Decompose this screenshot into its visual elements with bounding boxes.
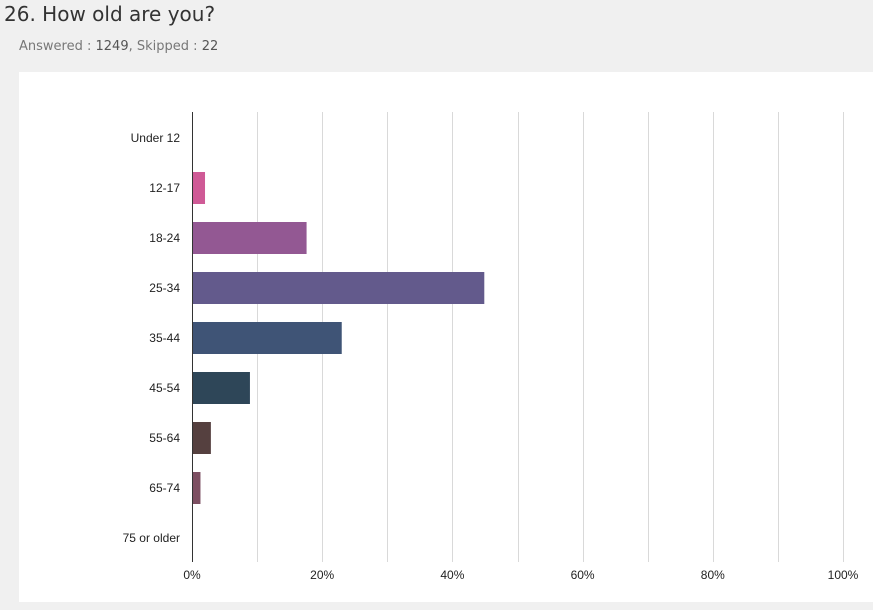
response-stats: Answered : 1249, Skipped : 22 (19, 39, 218, 54)
bar-8 (192, 472, 201, 504)
category-label: Under 12 (131, 131, 181, 145)
skipped-label: Skipped : (136, 39, 198, 54)
bar-6 (192, 372, 250, 404)
bar-7 (192, 422, 211, 454)
category-label: 35-44 (149, 331, 180, 345)
stats-separator: , (128, 39, 133, 54)
question-title: 26. How old are you? (4, 2, 216, 26)
bar-4 (192, 272, 485, 304)
bar-3 (192, 222, 307, 254)
x-tick-label: 20% (310, 568, 334, 582)
category-label: 65-74 (149, 481, 180, 495)
x-tick-label: 40% (440, 568, 464, 582)
answered-count: 1249 (95, 39, 129, 54)
skipped-count: 22 (201, 39, 219, 54)
x-tick-label: 100% (828, 568, 859, 582)
category-label: 55-64 (149, 431, 180, 445)
category-label: 25-34 (149, 281, 180, 295)
category-label: 75 or older (123, 531, 180, 545)
category-label: 12-17 (149, 181, 180, 195)
x-tick-label: 60% (571, 568, 595, 582)
x-tick-label: 0% (183, 568, 201, 582)
category-label: 45-54 (149, 381, 180, 395)
answered-label: Answered : (19, 39, 92, 54)
x-tick-label: 80% (701, 568, 725, 582)
bar-5 (192, 322, 342, 354)
bar-2 (192, 172, 206, 204)
category-label: 18-24 (149, 231, 180, 245)
chart-panel (19, 72, 873, 602)
